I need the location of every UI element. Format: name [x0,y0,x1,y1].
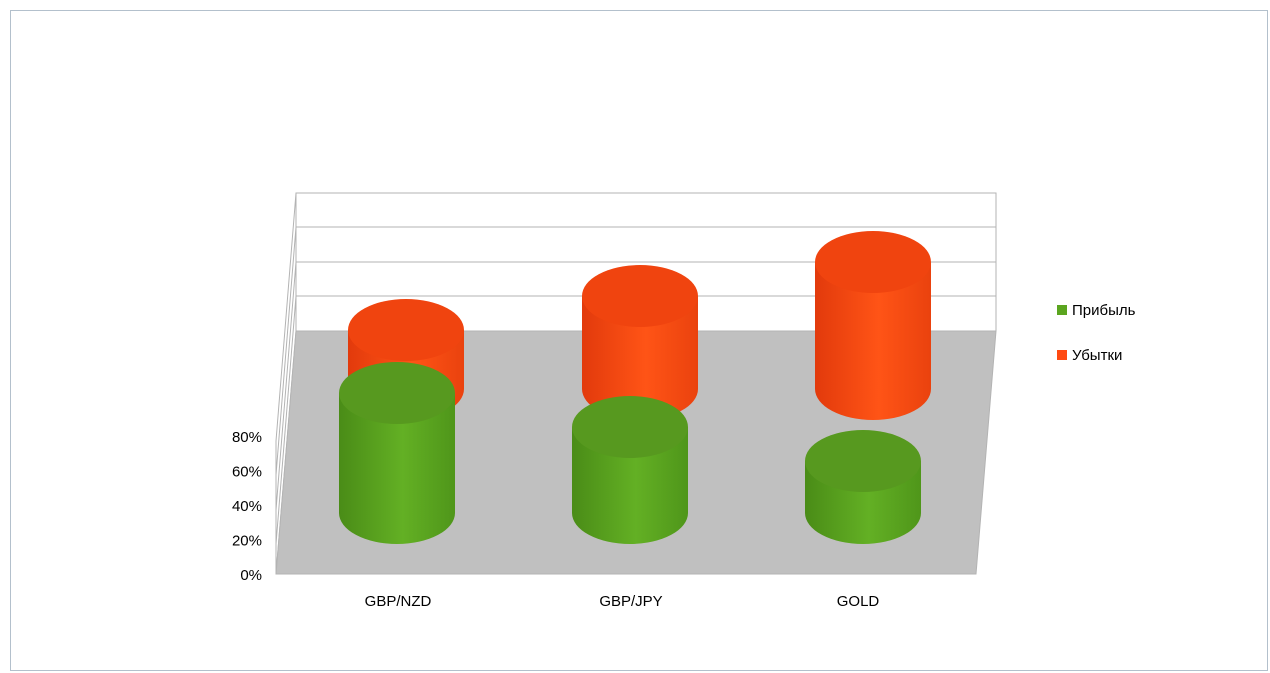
bar-Убытки-1 [582,265,698,420]
side-gridline [275,295,297,545]
x-tick-label: GBP/NZD [365,593,432,610]
bar-Прибыль-1-body [572,427,688,544]
bar-Убытки-0-top [348,299,464,361]
y-axis-ticks: 0% 20% 40% 60% 80% [232,429,262,584]
bar-Убытки-1-top [582,265,698,327]
y-tick-label: 80% [232,429,262,446]
legend-swatch [1057,350,1067,360]
bar-Прибыль-0-top [339,362,455,424]
bar-Прибыль-2 [805,430,921,544]
bar-Убытки-2 [815,231,931,420]
legend-label: Убытки [1072,347,1122,364]
legend: Прибыль Убытки [1057,302,1136,364]
bar-Прибыль-2-top [805,430,921,492]
bar-Прибыль-1-top [572,396,688,458]
bar-Убытки-1-body [582,296,698,420]
y-tick-label: 0% [240,567,262,584]
y-tick-label: 40% [232,498,262,515]
bar-Прибыль-1 [572,396,688,544]
side-gridline [275,226,297,476]
bar-Прибыль-0 [339,362,455,544]
cylinders [339,231,931,544]
x-tick-label: GBP/JPY [599,593,662,610]
x-tick-label: GOLD [837,593,880,610]
bar-Убытки-2-top [815,231,931,293]
bar-Убытки-2-body [815,262,931,420]
legend-label: Прибыль [1072,302,1136,319]
x-axis-ticks: GBP/NZD GBP/JPY GOLD [365,593,880,610]
y-tick-label: 20% [232,533,262,550]
side-gridline [275,261,297,511]
y-tick-label: 60% [232,464,262,481]
legend-swatch [1057,305,1067,315]
bar-Прибыль-0-body [339,393,455,544]
